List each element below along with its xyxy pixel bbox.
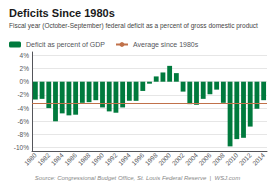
svg-text:1982: 1982: [36, 151, 51, 166]
svg-text:2012: 2012: [238, 151, 253, 166]
svg-text:Deficit as percent of GDP: Deficit as percent of GDP: [26, 41, 105, 49]
svg-text:1992: 1992: [103, 151, 118, 166]
svg-text:2014: 2014: [251, 151, 266, 166]
svg-text:1984: 1984: [50, 151, 65, 166]
svg-text:Deficits Since 1980s: Deficits Since 1980s: [9, 7, 115, 19]
svg-text:2004: 2004: [184, 151, 199, 166]
svg-text:1994: 1994: [117, 151, 132, 166]
svg-text:1986: 1986: [63, 151, 78, 166]
svg-text:1998: 1998: [144, 151, 159, 166]
svg-text:-2%: -2%: [17, 91, 29, 98]
svg-text:2006: 2006: [197, 151, 212, 166]
svg-text:1980: 1980: [23, 151, 38, 166]
svg-text:-6%: -6%: [17, 118, 29, 125]
svg-text:1988: 1988: [76, 151, 91, 166]
svg-text:Fiscal year (October-September: Fiscal year (October-September) federal …: [9, 22, 258, 30]
svg-text:Average since 1980s: Average since 1980s: [133, 41, 199, 49]
svg-text:1990: 1990: [90, 151, 105, 166]
svg-text:-4%: -4%: [17, 105, 29, 112]
svg-text:Source: Congressional Budget O: Source: Congressional Budget Office, St.…: [35, 175, 240, 181]
svg-text:4%: 4%: [20, 52, 30, 59]
svg-text:-10%: -10%: [14, 144, 29, 151]
svg-text:2008: 2008: [211, 151, 226, 166]
svg-text:2010: 2010: [224, 151, 239, 166]
svg-text:2%: 2%: [20, 65, 30, 72]
svg-text:1996: 1996: [130, 151, 145, 166]
svg-text:2002: 2002: [170, 151, 185, 166]
svg-text:0%: 0%: [20, 78, 30, 85]
svg-text:2000: 2000: [157, 151, 172, 166]
svg-text:-8%: -8%: [17, 131, 29, 138]
